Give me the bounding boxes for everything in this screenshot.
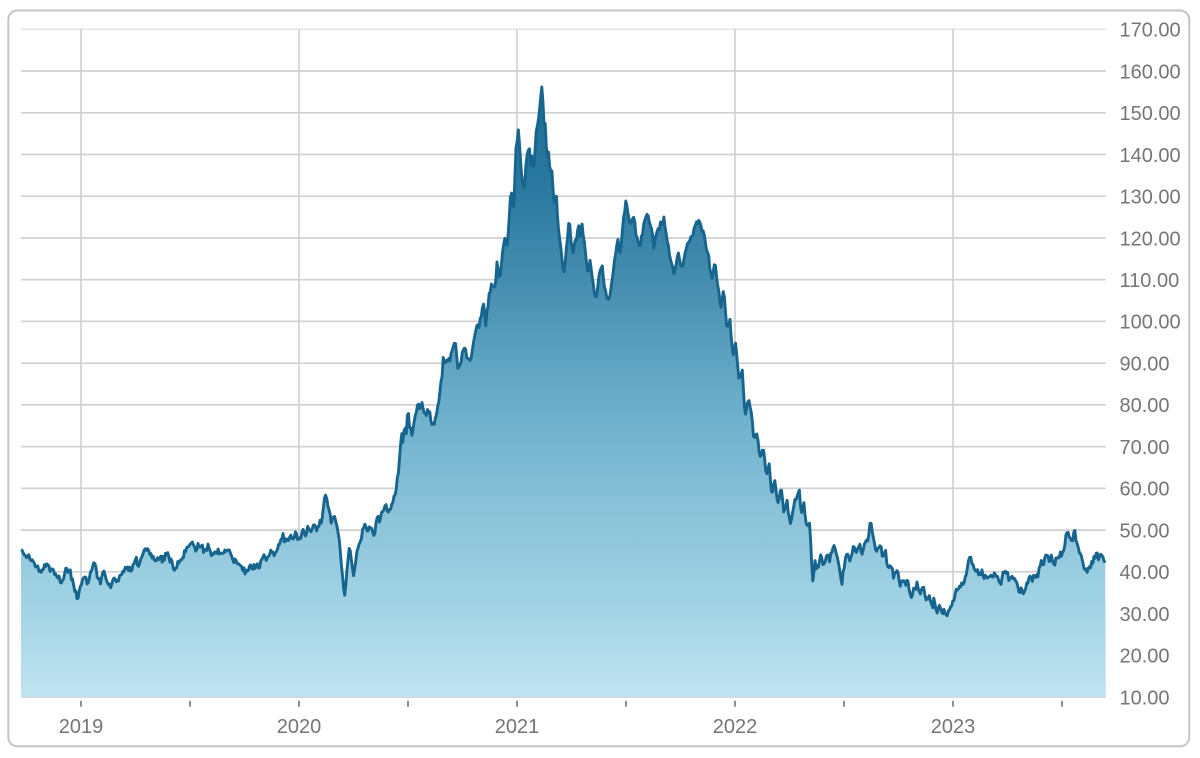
svg-text:130.00: 130.00 [1120, 187, 1181, 209]
svg-text:160.00: 160.00 [1120, 61, 1181, 83]
svg-text:60.00: 60.00 [1120, 479, 1170, 501]
svg-text:2021: 2021 [495, 716, 540, 738]
svg-text:2022: 2022 [713, 716, 758, 738]
svg-text:70.00: 70.00 [1120, 437, 1170, 459]
svg-text:80.00: 80.00 [1120, 395, 1170, 417]
svg-text:20.00: 20.00 [1120, 646, 1170, 668]
svg-text:90.00: 90.00 [1120, 354, 1170, 376]
svg-text:30.00: 30.00 [1120, 604, 1170, 626]
svg-text:110.00: 110.00 [1120, 270, 1180, 292]
svg-text:150.00: 150.00 [1120, 103, 1181, 125]
svg-text:100.00: 100.00 [1120, 312, 1181, 334]
svg-text:40.00: 40.00 [1120, 562, 1170, 584]
svg-text:120.00: 120.00 [1120, 228, 1181, 250]
svg-text:2020: 2020 [277, 716, 322, 738]
svg-text:170.00: 170.00 [1120, 20, 1181, 42]
svg-text:50.00: 50.00 [1120, 520, 1170, 542]
svg-text:2023: 2023 [931, 716, 976, 738]
svg-text:2019: 2019 [59, 716, 104, 738]
svg-text:140.00: 140.00 [1120, 145, 1181, 167]
svg-text:10.00: 10.00 [1120, 687, 1170, 709]
